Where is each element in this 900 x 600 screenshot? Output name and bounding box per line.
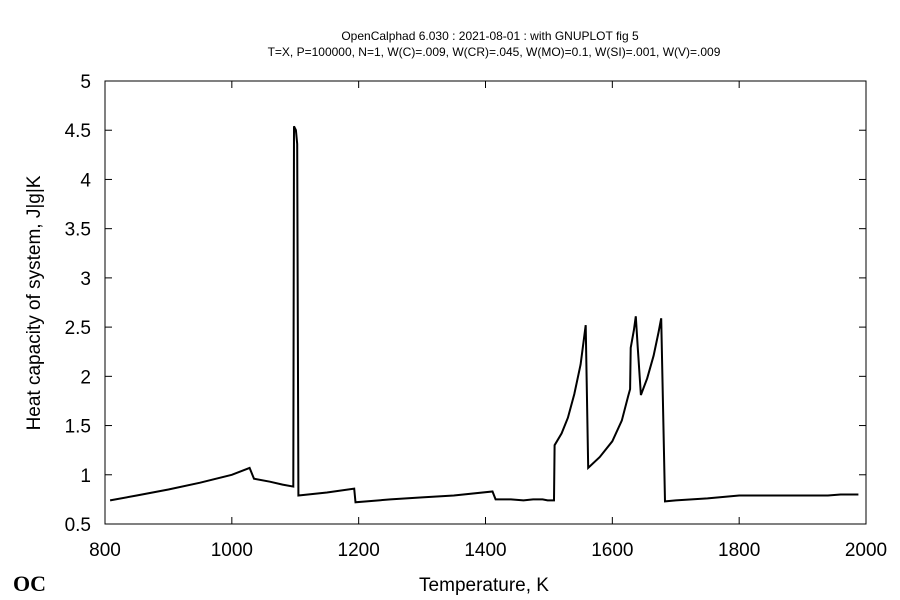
axis-ticks: [104, 80, 867, 525]
y-tick-label: 0.5: [65, 515, 91, 536]
y-tick-label: 4: [80, 170, 91, 191]
y-axis-label: Heat capacity of system, J|g|K: [24, 175, 45, 430]
y-tick-labels: 0.5 1 1.5 2 2.5 3 3.5 4 4.5 5: [65, 72, 92, 536]
chart-subtitle: T=X, P=100000, N=1, W(C)=.009, W(CR)=.04…: [268, 45, 721, 59]
opencalphad-logo: OC: [13, 571, 46, 596]
y-tick-label: 1: [80, 466, 91, 487]
x-tick-label: 800: [89, 540, 121, 561]
y-tick-label: 5: [80, 72, 91, 93]
y-tick-label: 3.5: [65, 220, 91, 241]
plot-frame: [104, 80, 867, 525]
y-tick-label: 2: [80, 367, 91, 388]
x-tick-label: 1200: [338, 540, 380, 561]
x-tick-label: 1400: [464, 540, 506, 561]
y-tick-label: 1.5: [65, 417, 91, 438]
y-tick-label: 4.5: [65, 121, 91, 142]
x-tick-label: 1800: [718, 540, 760, 561]
y-tick-label: 3: [80, 269, 91, 290]
x-axis-label: Temperature, K: [419, 575, 549, 596]
x-tick-labels: 800 1000 1200 1400 1600 1800 2000: [89, 540, 887, 561]
heat-capacity-line: [109, 125, 859, 504]
y-tick-label: 2.5: [65, 318, 91, 339]
x-tick-label: 2000: [845, 540, 887, 561]
x-tick-label: 1600: [591, 540, 633, 561]
x-tick-label: 1000: [211, 540, 253, 561]
chart-title: OpenCalphad 6.030 : 2021-08-01 : with GN…: [341, 29, 639, 43]
